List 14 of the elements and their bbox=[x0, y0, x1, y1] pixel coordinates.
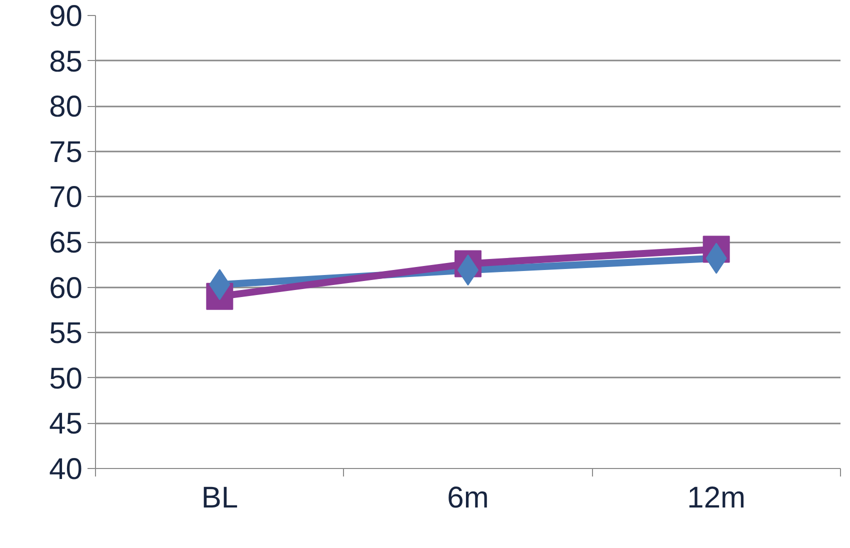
y-tick-label: 55 bbox=[49, 317, 83, 350]
y-tick-label: 40 bbox=[49, 453, 83, 486]
y-tick-label: 85 bbox=[49, 45, 83, 78]
y-tick-label: 75 bbox=[49, 136, 83, 169]
y-tick-label: 90 bbox=[49, 0, 83, 33]
x-tick-label: 6m bbox=[447, 482, 489, 514]
y-tick-label: 60 bbox=[49, 272, 83, 305]
x-tick-label: BL bbox=[201, 482, 238, 514]
y-tick-label: 65 bbox=[49, 226, 83, 260]
y-tick-label: 45 bbox=[49, 408, 83, 441]
y-tick-label: 80 bbox=[49, 90, 83, 124]
x-tick-label: 12m bbox=[687, 482, 746, 514]
y-tick-label: 50 bbox=[49, 362, 83, 396]
y-tick-label: 70 bbox=[49, 181, 83, 214]
